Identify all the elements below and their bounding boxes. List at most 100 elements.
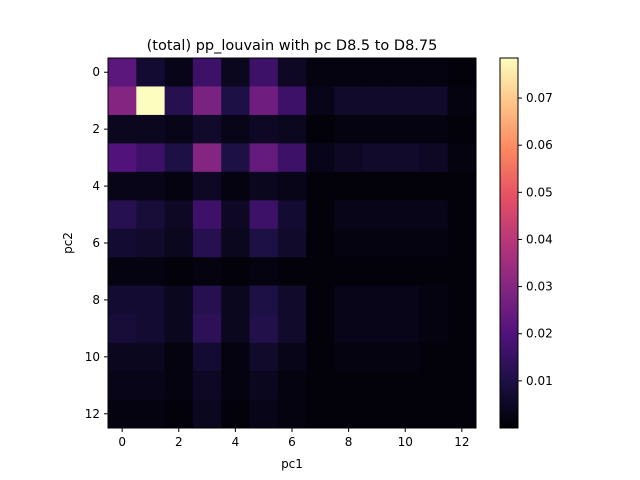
y-tick-label: 6 bbox=[92, 236, 100, 250]
heatmap-cell bbox=[334, 58, 364, 87]
heatmap-cell bbox=[362, 257, 392, 287]
heatmap-cell bbox=[419, 314, 449, 344]
heatmap-cell bbox=[221, 171, 251, 201]
heatmap-cell bbox=[277, 257, 307, 287]
heatmap-cell bbox=[221, 200, 251, 230]
heatmap-cell bbox=[192, 171, 222, 201]
heatmap-cell bbox=[419, 257, 449, 287]
heatmap-cell bbox=[277, 58, 307, 87]
heatmap-cell bbox=[136, 342, 166, 372]
heatmap-cell bbox=[391, 114, 420, 144]
heatmap-cell bbox=[108, 58, 137, 87]
heatmap-cell bbox=[277, 171, 307, 201]
heatmap-cell bbox=[136, 58, 166, 87]
heatmap-cell bbox=[192, 200, 222, 230]
x-tick-label: 2 bbox=[175, 435, 183, 449]
x-tick-label: 12 bbox=[454, 435, 469, 449]
heatmap-cell bbox=[362, 228, 392, 258]
heatmap-cell bbox=[221, 285, 251, 315]
heatmap-cell bbox=[192, 285, 222, 315]
heatmap-cell bbox=[164, 58, 194, 87]
heatmap-cell bbox=[419, 228, 449, 258]
heatmap-cell bbox=[221, 257, 251, 287]
heatmap-cell bbox=[108, 171, 137, 201]
heatmap-cell bbox=[334, 314, 364, 344]
colorbar-tick-label: 0.06 bbox=[526, 138, 553, 152]
heatmap-cell bbox=[362, 399, 392, 429]
heatmap-cell bbox=[164, 371, 194, 401]
heatmap-cell bbox=[419, 200, 449, 230]
heatmap-cell bbox=[306, 342, 335, 372]
heatmap-cell bbox=[192, 58, 222, 87]
heatmap-cell bbox=[108, 200, 137, 230]
heatmap-cell bbox=[334, 171, 364, 201]
heatmap-cell bbox=[192, 257, 222, 287]
colorbar-tick-label: 0.05 bbox=[526, 185, 553, 199]
y-tick-label: 12 bbox=[85, 407, 100, 421]
heatmap-cell bbox=[419, 285, 449, 315]
heatmap-cell bbox=[164, 257, 194, 287]
heatmap-cell bbox=[221, 143, 251, 173]
heatmap-cell bbox=[447, 171, 477, 201]
heatmap-cell bbox=[164, 114, 194, 144]
heatmap-cell bbox=[221, 228, 251, 258]
heatmap-cell bbox=[164, 314, 194, 344]
heatmap-cell bbox=[249, 285, 279, 315]
heatmap-cell bbox=[334, 257, 364, 287]
y-axis-ticks: 0 2 4 6 8 10 12 bbox=[85, 65, 108, 421]
heatmap-cell bbox=[306, 114, 335, 144]
heatmap-cell bbox=[277, 228, 307, 258]
heatmap-cell bbox=[277, 200, 307, 230]
heatmap-cell bbox=[447, 143, 477, 173]
x-tick-label: 8 bbox=[345, 435, 353, 449]
heatmap-cell bbox=[136, 371, 166, 401]
heatmap-cell bbox=[306, 228, 335, 258]
heatmap-cell bbox=[192, 228, 222, 258]
heatmap-cell bbox=[221, 342, 251, 372]
heatmap-cell bbox=[391, 86, 420, 116]
heatmap-cell bbox=[306, 257, 335, 287]
heatmap-cell bbox=[419, 399, 449, 429]
heatmap-cell bbox=[249, 143, 279, 173]
heatmap-cell bbox=[221, 371, 251, 401]
heatmap-cell bbox=[164, 143, 194, 173]
heatmap-cell bbox=[136, 285, 166, 315]
heatmap-cell bbox=[447, 342, 477, 372]
heatmap-cell bbox=[334, 200, 364, 230]
heatmap-cell bbox=[277, 314, 307, 344]
x-tick-label: 6 bbox=[288, 435, 296, 449]
heatmap-cell bbox=[108, 371, 137, 401]
colorbar-tick-label: 0.04 bbox=[526, 232, 553, 246]
heatmap-cell bbox=[306, 200, 335, 230]
heatmap-cell bbox=[419, 58, 449, 87]
heatmap-cell bbox=[136, 314, 166, 344]
heatmap-cell bbox=[164, 228, 194, 258]
heatmap-cell bbox=[108, 399, 137, 429]
heatmap-cell bbox=[249, 86, 279, 116]
colorbar-tick-label: 0.03 bbox=[526, 280, 553, 294]
heatmap-cell bbox=[419, 114, 449, 144]
heatmap-cell bbox=[391, 143, 420, 173]
heatmap-cell bbox=[277, 114, 307, 144]
x-tick-label: 0 bbox=[118, 435, 126, 449]
heatmap-cell bbox=[277, 86, 307, 116]
heatmap-cell bbox=[136, 257, 166, 287]
heatmap-cell bbox=[362, 314, 392, 344]
heatmap-cells bbox=[108, 58, 477, 429]
x-tick-label: 10 bbox=[398, 435, 413, 449]
heatmap-cell bbox=[447, 228, 477, 258]
colorbar-tick-label: 0.01 bbox=[526, 374, 553, 388]
heatmap-cell bbox=[277, 285, 307, 315]
heatmap-cell bbox=[362, 285, 392, 315]
heatmap-cell bbox=[164, 399, 194, 429]
heatmap-cell bbox=[164, 285, 194, 315]
heatmap-cell bbox=[334, 399, 364, 429]
colorbar-tick-label: 0.02 bbox=[526, 327, 553, 341]
y-axis-label: pc2 bbox=[61, 232, 75, 254]
y-tick-label: 8 bbox=[92, 293, 100, 307]
heatmap-cell bbox=[306, 86, 335, 116]
heatmap-cell bbox=[362, 143, 392, 173]
heatmap-cell bbox=[136, 228, 166, 258]
heatmap-cell bbox=[334, 143, 364, 173]
heatmap-cell bbox=[419, 171, 449, 201]
